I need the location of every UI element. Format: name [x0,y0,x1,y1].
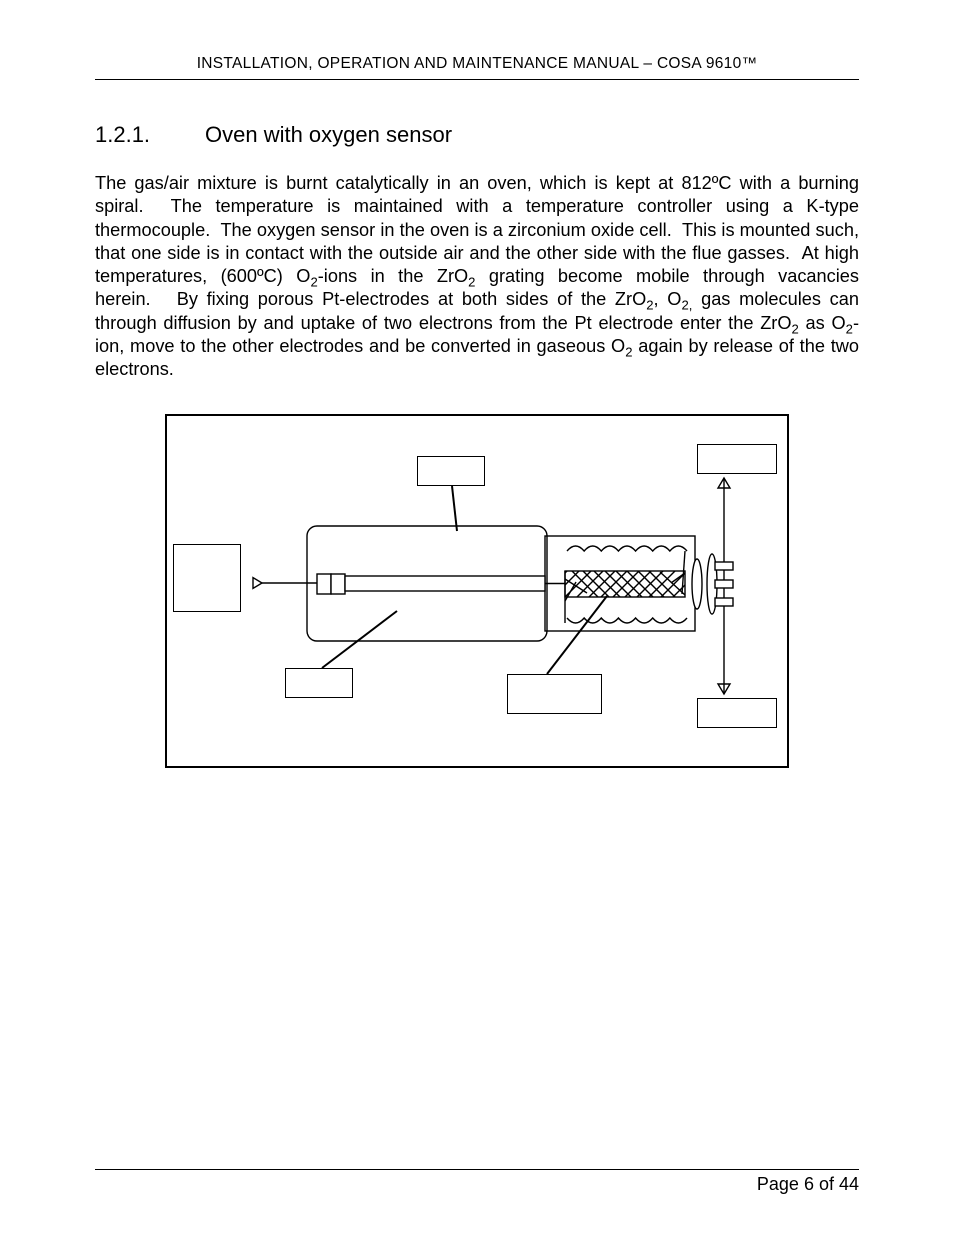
section-title: Oven with oxygen sensor [205,122,452,147]
diagram-label-rBot [697,698,777,728]
page-footer: Page 6 of 44 [95,1169,859,1195]
diagram-label-left [173,544,241,612]
running-header: INSTALLATION, OPERATION AND MAINTENANCE … [95,55,859,80]
body-paragraph: The gas/air mixture is burnt catalytical… [95,172,859,382]
oven-sensor-diagram [165,414,789,768]
diagram-label-rTop [697,444,777,474]
diagram-label-top [417,456,485,486]
page: INSTALLATION, OPERATION AND MAINTENANCE … [0,0,954,1235]
section-number: 1.2.1. [95,122,205,148]
diagram-label-blB [507,674,602,714]
section-heading: 1.2.1.Oven with oxygen sensor [95,122,859,148]
diagram-label-blA [285,668,353,698]
